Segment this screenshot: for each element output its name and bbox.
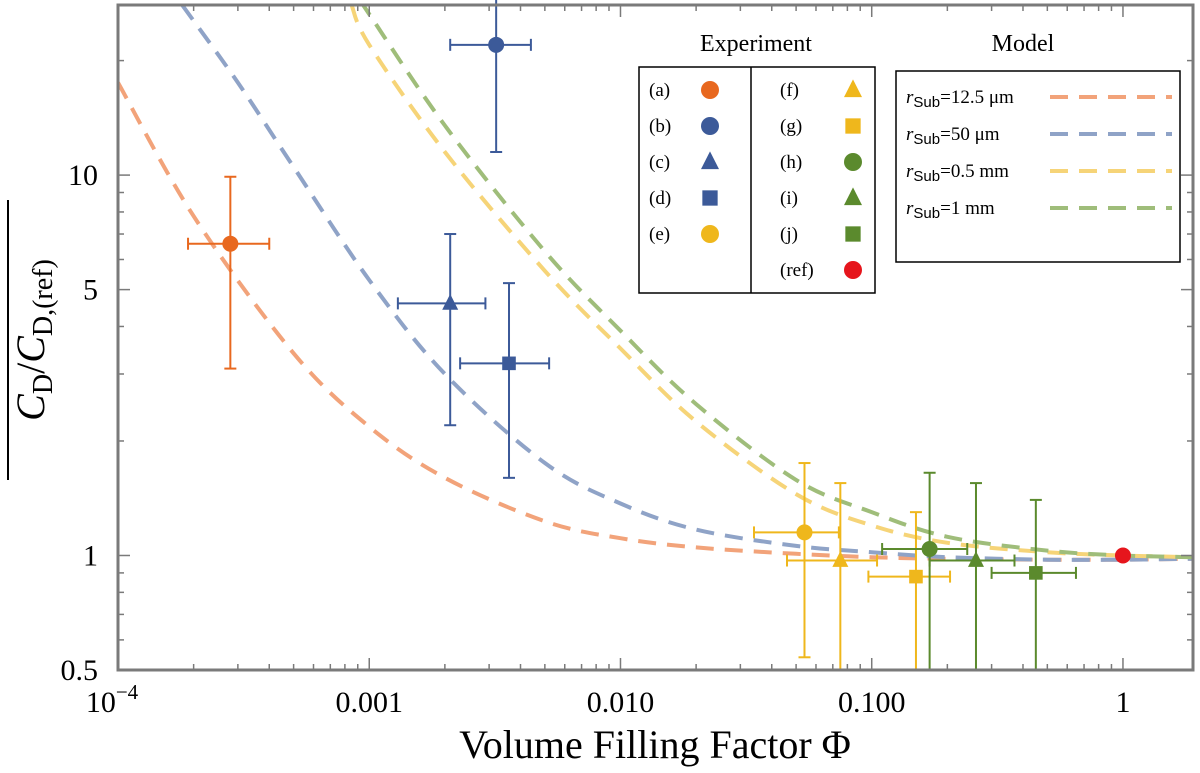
experiment-points [187, 0, 1131, 671]
legend-entry-label: (g) [780, 116, 802, 137]
plot-frame [116, 3, 1195, 672]
legend-model-box [895, 70, 1181, 263]
y-tick-label: 5 [83, 274, 98, 307]
legend-entry-h: (h) [780, 152, 862, 173]
legend-entry-marker [701, 117, 719, 135]
legend-entry-c: (c) [649, 151, 719, 173]
x-tick-label: 0.010 [587, 686, 655, 719]
data-marker [1114, 547, 1131, 564]
legend-entry-label: (d) [649, 188, 671, 209]
x-tick-label: 0.100 [838, 686, 906, 719]
legend-model-entry-1: rSub=12.5 μm [906, 87, 1172, 111]
label-r: r [906, 161, 914, 182]
legend-model-label: rSub=50 μm [906, 124, 1000, 148]
data-marker [1029, 566, 1043, 580]
legend-entry-marker [844, 187, 862, 206]
legend-entry-marker [702, 190, 718, 206]
legend-entry-marker [701, 151, 719, 170]
data-point-b [449, 0, 532, 154]
label-r: r [906, 124, 914, 145]
y-axis-title: CD/CD,(ref) [8, 259, 59, 421]
label-value: =1 mm [940, 198, 995, 219]
legend-entry-d: (d) [649, 188, 718, 209]
data-marker [488, 36, 505, 53]
label-r: r [906, 87, 914, 108]
legend: Experiment Model (a) (b) (c) (d) (e) (f) (g) (h) (… [638, 31, 1181, 294]
label-sub: Sub [913, 205, 940, 222]
legend-entry-marker [844, 261, 862, 279]
legend-model-label: rSub=12.5 μm [906, 87, 1014, 111]
legend-entry-g: (g) [780, 116, 861, 137]
legend-entry-b: (b) [649, 116, 719, 137]
legend-entry-a: (a) [649, 80, 719, 101]
data-point-ref [1114, 547, 1131, 564]
model-curve-1 [118, 81, 1193, 562]
legend-entry-label: (ref) [780, 260, 814, 281]
tick-exponent: −4 [116, 680, 139, 704]
legend-entry-j: (j) [780, 224, 861, 245]
legend-entry-f: (f) [780, 79, 862, 101]
label-sub: Sub [913, 168, 940, 185]
label-value: =50 μm [940, 124, 1000, 145]
legend-entry-e: (e) [649, 224, 719, 245]
x-tick-label: 10−4 [86, 680, 139, 719]
legend-model-label: rSub=0.5 mm [906, 161, 1009, 185]
legend-entry-marker [844, 153, 862, 171]
label-sub: Sub [913, 131, 940, 148]
data-marker [222, 235, 239, 252]
data-point-i [928, 482, 1016, 671]
tick-base: 10 [86, 686, 116, 719]
data-marker [502, 356, 516, 371]
legend-experiment-title: Experiment [700, 31, 812, 57]
legend-model-entry-2: rSub=50 μm [906, 124, 1172, 148]
legend-model-entry-4: rSub=1 mm [906, 198, 1172, 222]
legend-entry-label: (c) [649, 152, 670, 173]
legend-entry-label: (h) [780, 152, 802, 173]
y-tick-label: 0.5 [61, 654, 99, 687]
legend-entry-label: (b) [649, 116, 671, 137]
data-marker [832, 551, 849, 567]
y-axis-title-text: CD/CD,(ref) [8, 259, 59, 421]
legend-model-title: Model [992, 31, 1055, 57]
legend-entry-marker [844, 79, 862, 98]
legend-model-entry-3: rSub=0.5 mm [906, 161, 1172, 185]
legend-entry-label: (j) [780, 224, 798, 245]
legend-entry-i: (i) [780, 187, 862, 209]
legend-experiment-box [638, 66, 876, 294]
y-tick-label: 1 [83, 539, 98, 572]
data-point-j [990, 498, 1077, 671]
data-point-f [785, 482, 879, 671]
data-marker [796, 524, 813, 541]
data-marker [442, 293, 459, 310]
legend-entry-label: (f) [780, 80, 799, 101]
x-tick-label: 1 [1115, 686, 1130, 719]
legend-entry-marker [701, 81, 719, 99]
data-point-a [187, 175, 271, 370]
x-axis-title: Volume Filling Factor Φ [459, 722, 851, 767]
legend-entry-marker [845, 226, 861, 242]
y-tick-label: 10 [68, 159, 98, 192]
legend-entry-marker [845, 118, 861, 134]
data-point-h [881, 471, 969, 671]
data-marker [921, 541, 938, 558]
data-point-c [396, 233, 487, 427]
legend-entry-label: (a) [649, 80, 670, 101]
legend-entry-label: (i) [780, 188, 798, 209]
legend-entry-ref: (ref) [780, 260, 862, 281]
data-marker [967, 551, 984, 567]
model-curve-4 [360, 5, 1193, 560]
x-tick-label: 0.001 [335, 686, 403, 719]
legend-model-label: rSub=1 mm [906, 198, 995, 222]
label-sub: Sub [913, 94, 940, 111]
label-value: =0.5 mm [940, 161, 1009, 182]
legend-entry-marker [701, 225, 719, 243]
label-value: =12.5 μm [940, 87, 1014, 108]
label-r: r [906, 198, 914, 219]
data-point-d [459, 282, 551, 479]
legend-entry-label: (e) [649, 224, 670, 245]
data-marker [909, 569, 923, 584]
